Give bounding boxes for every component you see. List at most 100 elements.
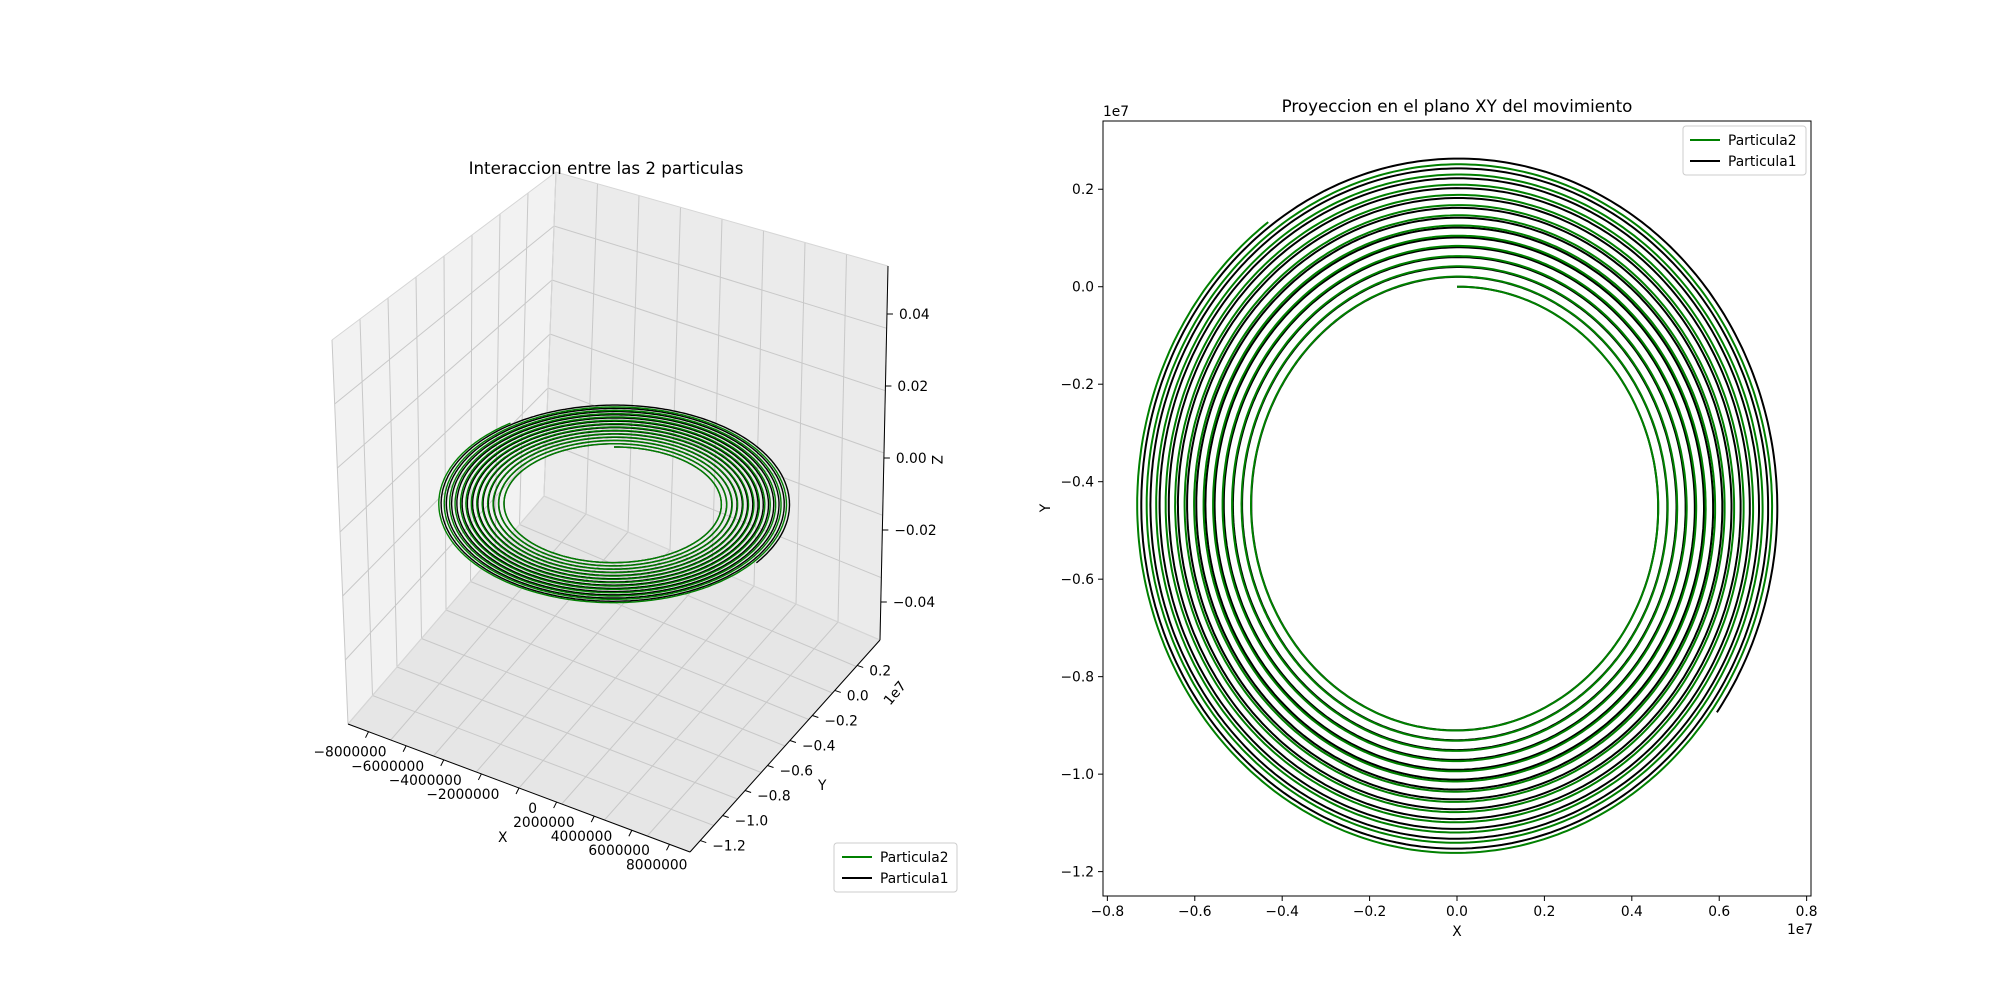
y-tick-label-3d: −1.2 [712,839,746,855]
z-axis-3d [879,265,889,641]
z-tick-label-3d: −0.02 [894,523,936,539]
y-offset-label-3d: 1e7 [881,678,910,708]
x-tick-label-2d: −0.6 [1178,904,1212,920]
legend-2d-frame [1682,125,1807,176]
legend-2d-label-particula2: Particula2 [1728,133,1796,149]
y-tick-3d [744,790,752,793]
y-tick-label-2d: 0.0 [1072,280,1094,296]
y-ticks-2d: 0.2 0.0 −0.2 −0.4 −0.6 −0.8 −1.0 −1.2 [1060,182,1103,881]
x-tick-label-2d: 0.2 [1533,904,1555,920]
x-tick-3d [440,759,445,767]
grid-line-3d [545,441,882,579]
grid-line-3d [551,279,886,392]
y-tick-label-3d: −1.0 [735,814,769,830]
legend-2d-label-particula1: Particula1 [1728,154,1796,170]
x-tick-3d [402,745,407,752]
x-tick-label-3d: 0 [528,801,537,817]
y-tick-3d [812,714,819,718]
plot3d: Interaccion entre las 2 particulas −8000… [314,158,958,893]
x-tick-label-3d: 2000000 [513,815,574,831]
series-particula1 [1140,157,1779,850]
grid-line-3d [339,333,551,533]
grid-line-3d [344,441,547,661]
legend-3d-label-particula1: Particula1 [880,871,948,887]
y-tick-label-3d: 0.0 [847,688,869,704]
y-tick-label-2d: −1.0 [1060,767,1094,783]
x-tick-label-3d: 8000000 [626,857,687,873]
y-tick-3d [700,840,707,844]
x-tick-label-3d: −8000000 [314,745,387,761]
pane-back-right [544,172,888,640]
y-tick-label-3d: 0.2 [869,663,891,679]
grid-line-3d [561,585,755,805]
y-tick-3d [857,664,864,668]
grid-line-3d [519,524,857,667]
grid-line-3d [337,279,553,469]
x-axis-label-2d: X [1452,924,1462,940]
z-axis-label-3d: Z [928,455,944,464]
legend-2d: Particula2 Particula1 [1682,125,1807,176]
y-axis-3d [689,639,881,853]
grid-line-3d [470,581,809,720]
grid-line-3d [604,603,797,821]
x-tick-label-2d: −0.4 [1265,904,1299,920]
x-tick-label-2d: 0.0 [1446,904,1468,920]
y-axis-label-3d: Y [817,778,827,794]
x-tick-3d [515,787,520,795]
y-tick-3d [834,689,841,693]
y-tick-label-3d: −0.8 [757,789,791,805]
z-tick-label-3d: 0.04 [899,307,930,323]
y-tick-label-3d: −0.6 [780,764,814,780]
x-tick-label-2d: 0.6 [1708,904,1730,920]
y-axis-label-2d: Y [1038,503,1054,513]
x-tick-3d [666,844,670,851]
z-tick-label-3d: 0.02 [897,379,928,395]
x-tick-label-3d: 4000000 [551,829,612,845]
x-ticks-2d: −0.8 −0.6 −0.4 −0.2 0.0 0.2 0.4 0.6 0.8 [1091,896,1818,920]
x-tick-label-2d: 0.4 [1621,904,1643,920]
y-tick-label-3d: −0.2 [824,713,858,729]
x-tick-label-3d: −2000000 [426,787,499,803]
y-tick-3d [722,815,729,819]
x-tick-3d [477,773,482,781]
z-tick-label-3d: 0.00 [896,451,927,467]
legend-3d: Particula2 Particula1 [833,842,958,893]
plot2d-title: Proyeccion en el plano XY del movimiento [1282,96,1633,116]
series-3d-particula2 [438,406,788,604]
z-tick-labels-3d: 0.04 0.02 0.00 −0.02 −0.04 [880,307,937,611]
plot2d: Proyeccion en el plano XY del movimiento… [1038,96,1818,940]
x-tick-label-3d: −6000000 [351,759,424,775]
x-tick-label-3d: −4000000 [389,773,462,789]
x-tick-label-2d: −0.2 [1353,904,1387,920]
pane-floor [348,496,880,852]
grid-line-3d [549,333,885,454]
x-tick-labels-3d: −8000000−6000000−4000000−2000000 02000000… [314,731,687,873]
y-tick-3d [767,765,774,768]
spiral-2d [1136,157,1779,854]
x-tick-3d [365,731,369,738]
legend-3d-label-particula2: Particula2 [880,850,948,866]
series-particula2 [1136,163,1774,854]
grid-line-3d [445,609,786,747]
y-tick-label-2d: −0.2 [1060,377,1094,393]
legend-3d-frame [833,842,958,893]
grid-line-3d [494,552,833,694]
y-tick-label-2d: −0.4 [1060,475,1094,491]
y-tick-label-2d: −1.2 [1060,865,1094,881]
x-offset-label-2d: 1e7 [1787,922,1813,938]
x-axis-label-3d: X [498,830,508,846]
y-tick-label-2d: −0.6 [1060,572,1094,588]
z-tick-label-3d: −0.04 [893,595,935,611]
grid-line-3d [334,225,555,405]
x-tick-3d [628,830,633,837]
spiral-3d [438,404,791,604]
y-tick-labels-3d: 0.20.0 −0.2 −0.4 −0.6 −0.8 −1.0 −1.2 [700,663,891,855]
x-tick-label-2d: −0.8 [1091,904,1125,920]
x-tick-3d [590,815,595,823]
y-offset-label-2d: 1e7 [1103,104,1129,120]
y-tick-label-2d: −0.8 [1060,670,1094,686]
x-tick-3d [553,801,558,809]
grid-line-3d [646,621,839,837]
y-tick-3d [789,740,797,743]
